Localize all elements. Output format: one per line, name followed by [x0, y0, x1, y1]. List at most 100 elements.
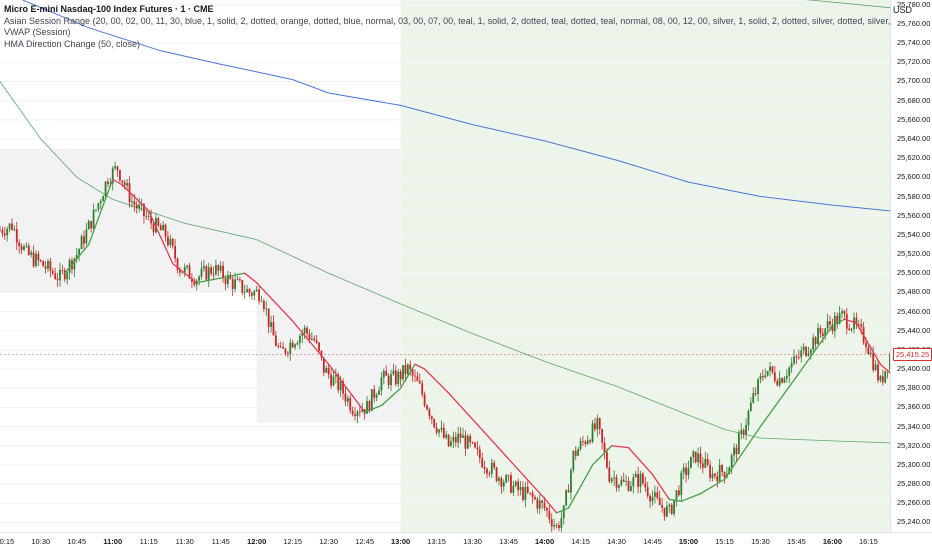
candle-down [238, 279, 241, 281]
candle-up [226, 274, 229, 284]
candle-up [310, 338, 313, 340]
candle-down [848, 328, 851, 331]
time-tick-label: 12:45 [355, 537, 375, 546]
currency-label[interactable]: USD [893, 5, 913, 15]
price-tick-label: 25,460.00 [897, 306, 931, 316]
candle-up [824, 328, 827, 337]
candle-down [658, 497, 661, 505]
candle-up [59, 269, 61, 281]
candle-up [301, 333, 304, 337]
candle-down [495, 467, 498, 481]
hma-segment [292, 320, 330, 365]
price-tick-label: 25,500.00 [897, 268, 931, 278]
candle-down [701, 463, 704, 468]
candle-up [260, 300, 263, 302]
candle-up [183, 266, 186, 273]
candle-up [370, 389, 373, 411]
candle-down [399, 371, 402, 380]
candle-up [13, 229, 16, 230]
candle-up [639, 473, 642, 487]
price-tick-label: 25,760.00 [897, 18, 931, 28]
symbol-title[interactable]: Micro E-mini Nasdaq-100 Index Futures · … [4, 4, 214, 14]
candle-up [675, 490, 678, 500]
hma-segment [64, 243, 90, 274]
candle-down [855, 317, 858, 325]
candle-down [351, 410, 354, 415]
candle-up [778, 378, 781, 386]
candle-down [358, 411, 361, 413]
indicator-asian-session-range[interactable]: Asian Session Range (20, 00, 02, 00, 11,… [4, 15, 890, 26]
candle-down [735, 447, 738, 455]
candle-up [850, 328, 853, 331]
candle-down [291, 342, 294, 348]
candle-down [354, 414, 356, 416]
candle-up [618, 485, 620, 488]
session-zone-green [400, 0, 890, 532]
candle-down [649, 495, 652, 502]
candle-up [788, 367, 791, 376]
candle-down [44, 266, 47, 269]
candle-up [579, 441, 582, 450]
candle-down [344, 393, 347, 402]
hma-segment [611, 445, 630, 449]
candle-up [625, 481, 628, 482]
price-tick-label: 25,540.00 [897, 229, 931, 239]
candle-up [577, 449, 580, 456]
candle-up [697, 453, 699, 463]
candle-up [253, 291, 256, 296]
candle-up [406, 364, 409, 375]
candle-down [20, 246, 23, 250]
candle-down [191, 278, 193, 282]
candle-down [145, 216, 148, 217]
hma-segment [627, 446, 654, 476]
hma-segment [148, 210, 174, 265]
candle-up [874, 364, 877, 371]
candle-up [366, 401, 368, 414]
candle-down [433, 418, 436, 428]
candle-down [150, 216, 153, 224]
candle-up [303, 327, 306, 334]
candle-down [534, 497, 536, 500]
candle-down [193, 281, 196, 285]
candle-up [553, 525, 556, 527]
candle-up [47, 261, 49, 269]
indicator-hma[interactable]: HMA Direction Change (50, close) [4, 38, 141, 49]
candle-up [255, 289, 258, 292]
candle-down [529, 492, 532, 494]
candle-up [95, 209, 97, 211]
candle-down [517, 481, 520, 491]
candle-up [673, 499, 675, 514]
candle-up [198, 276, 201, 281]
candle-down [536, 499, 539, 509]
candle-down [39, 260, 42, 262]
candle-down [656, 492, 659, 498]
hma-segment [351, 395, 366, 413]
candle-up [728, 467, 731, 475]
price-tick-label: 25,380.00 [897, 383, 931, 393]
candle-up [538, 500, 541, 509]
candle-up [689, 456, 692, 469]
candle-down [49, 261, 52, 271]
candle-down [608, 467, 611, 482]
price-axis[interactable] [890, 0, 932, 532]
candle-up [519, 487, 522, 491]
time-axis[interactable] [0, 532, 932, 551]
candle-up [498, 478, 500, 481]
candle-down [368, 401, 371, 411]
price-tick-label: 25,520.00 [897, 249, 931, 259]
hma-segment [843, 318, 858, 324]
candle-down [627, 481, 630, 491]
hma-segment [399, 363, 416, 389]
candle-down [423, 394, 426, 406]
hma-segment [759, 376, 798, 428]
indicator-vwap[interactable]: VWAP (Session) [4, 27, 71, 37]
candle-down [320, 350, 323, 358]
candle-down [867, 347, 870, 355]
candle-up [169, 238, 172, 246]
vwap-lower-band-line [0, 81, 891, 444]
hma-segment [447, 392, 498, 447]
time-tick-label: 12:30 [319, 537, 339, 546]
vwap-upper-band-line [806, 0, 891, 9]
